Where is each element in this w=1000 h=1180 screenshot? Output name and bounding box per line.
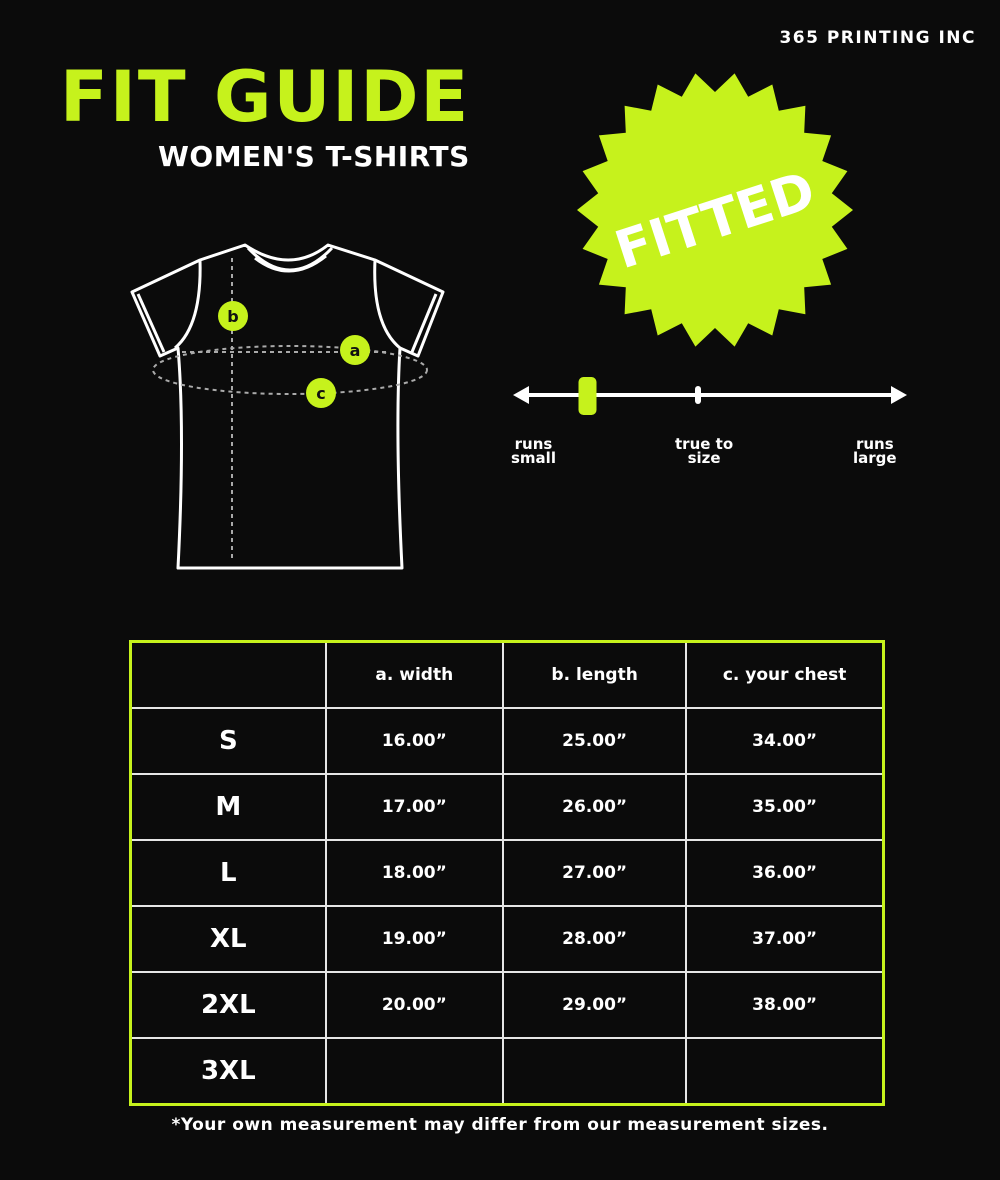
measurement-cell: 28.00”: [501, 905, 688, 973]
measurement-markers: b a c: [218, 301, 370, 408]
measurement-cell: 38.00”: [685, 971, 885, 1039]
header-width: a. width: [324, 640, 504, 709]
measurement-cell: [324, 1037, 504, 1106]
footnote: *Your own measurement may differ from ou…: [171, 1115, 829, 1135]
measurement-cell: 17.00”: [324, 773, 504, 841]
tshirt-diagram: b a c: [130, 243, 445, 570]
measurement-cell: 34.00”: [685, 707, 885, 775]
measurement-cell: 20.00”: [324, 971, 504, 1039]
size-label: S: [129, 707, 327, 775]
measurement-cell: 29.00”: [501, 971, 688, 1039]
marker-a-label: a: [350, 341, 361, 360]
size-label: L: [129, 839, 327, 907]
label-true-to-size: true to size: [675, 435, 734, 467]
table-row: 3XL: [129, 1037, 885, 1106]
table-row: S 16.00” 25.00” 34.00”: [129, 707, 885, 775]
measurement-cell: 25.00”: [501, 707, 688, 775]
measurement-cell: 18.00”: [324, 839, 504, 907]
marker-a: [340, 335, 370, 365]
header-length: b. length: [501, 640, 688, 709]
arrow-right-icon: [891, 386, 907, 404]
fit-level-marker: [578, 377, 597, 415]
measurement-cell: 19.00”: [324, 905, 504, 973]
measurement-cell: 36.00”: [685, 839, 885, 907]
measurement-cell: 26.00”: [501, 773, 688, 841]
true-to-size-tick: [695, 386, 701, 404]
measurement-cell: [501, 1037, 688, 1106]
table-row: M 17.00” 26.00” 35.00”: [129, 773, 885, 841]
arrow-left-icon: [513, 386, 529, 404]
starburst-shape: [577, 73, 853, 347]
marker-b: [218, 301, 248, 331]
table-row: 2XL 20.00” 29.00” 38.00”: [129, 971, 885, 1039]
measurement-cell: 16.00”: [324, 707, 504, 775]
measurement-cell: 35.00”: [685, 773, 885, 841]
label-runs-small: runs small: [511, 435, 556, 467]
size-label: XL: [129, 905, 327, 973]
size-label: 2XL: [129, 971, 327, 1039]
measurement-cell: 37.00”: [685, 905, 885, 973]
table-header-row: a. width b. length c. your chest: [129, 640, 885, 709]
label-runs-large: runs large: [853, 435, 897, 467]
size-table: a. width b. length c. your chest S 16.00”…: [129, 640, 885, 1106]
page-title: FIT GUIDE: [60, 56, 471, 138]
marker-b-label: b: [227, 307, 238, 326]
table-row: L 18.00” 27.00” 36.00”: [129, 839, 885, 907]
fitted-badge: FITTED: [577, 73, 853, 347]
brand-name: 365 PRINTING INC: [779, 28, 976, 48]
fit-scale: runs small true to size runs large: [505, 375, 915, 475]
marker-c: [306, 378, 336, 408]
header-chest: c. your chest: [685, 640, 885, 709]
size-label: 3XL: [129, 1037, 327, 1106]
table-row: XL 19.00” 28.00” 37.00”: [129, 905, 885, 973]
measurement-cell: 27.00”: [501, 839, 688, 907]
page-subtitle: WOMEN'S T-SHIRTS: [158, 140, 470, 173]
header-size: [129, 640, 327, 709]
measurement-cell: [685, 1037, 885, 1106]
size-label: M: [129, 773, 327, 841]
marker-c-label: c: [316, 384, 325, 403]
